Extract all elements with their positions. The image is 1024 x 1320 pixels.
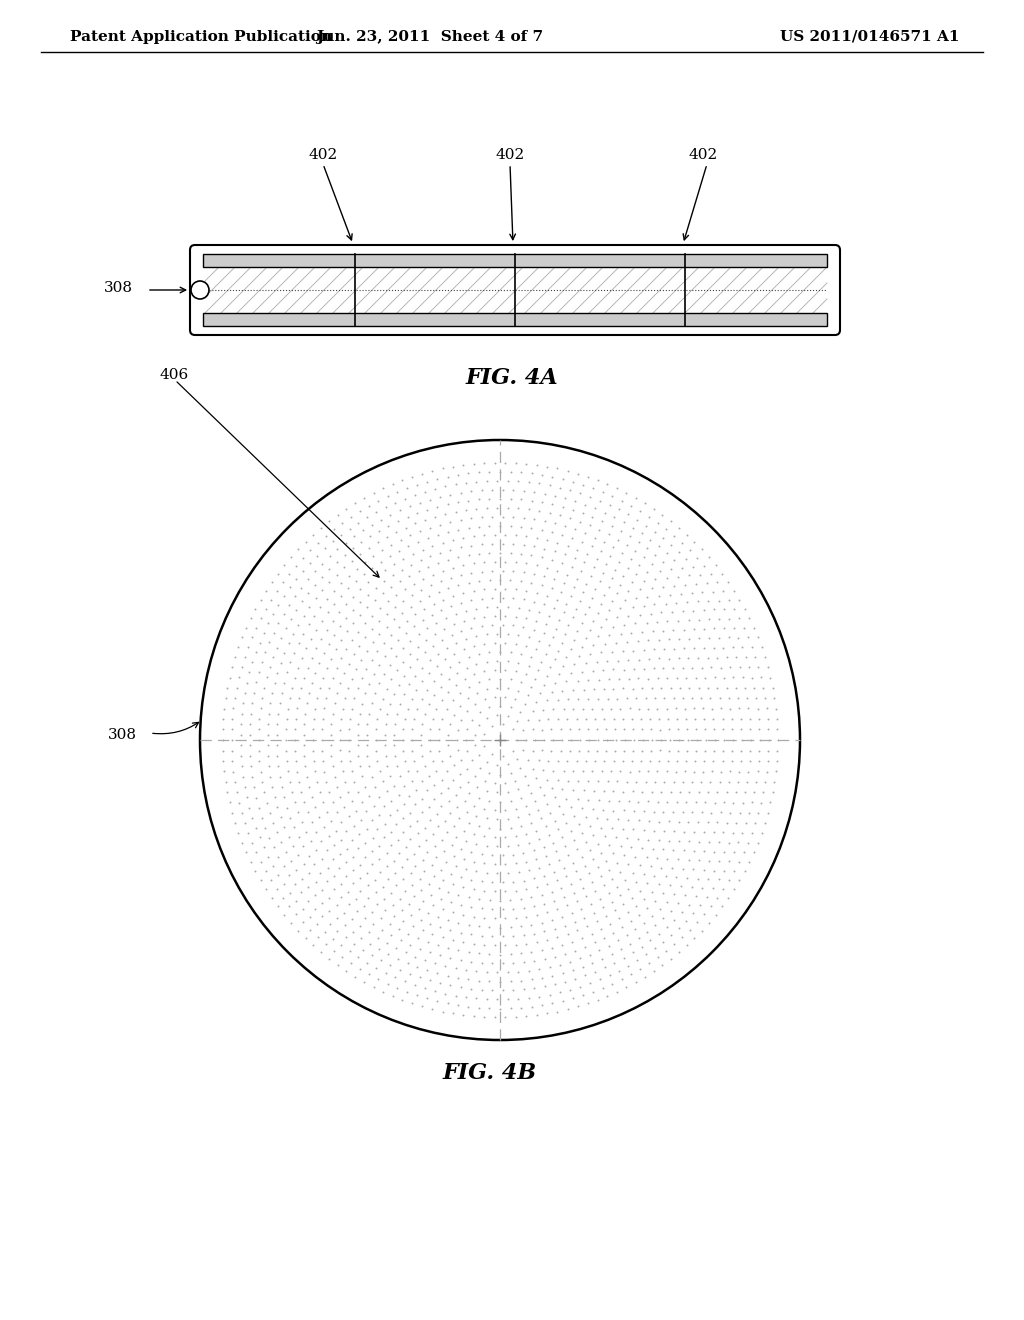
Text: 406: 406 [160,368,189,381]
Bar [203,313,827,326]
Text: US 2011/0146571 A1: US 2011/0146571 A1 [780,30,959,44]
Text: 402: 402 [308,148,338,162]
FancyBboxPatch shape [190,246,840,335]
Text: 308: 308 [104,281,133,294]
Text: FIG. 4A: FIG. 4A [466,367,558,389]
Circle shape [200,440,800,1040]
Circle shape [191,281,209,300]
Text: Jun. 23, 2011  Sheet 4 of 7: Jun. 23, 2011 Sheet 4 of 7 [316,30,544,44]
Text: 308: 308 [108,729,137,742]
Text: 402: 402 [496,148,524,162]
Text: FIG. 4B: FIG. 4B [443,1063,537,1084]
Text: 402: 402 [688,148,718,162]
Bar [203,253,827,267]
Text: Patent Application Publication: Patent Application Publication [70,30,332,44]
